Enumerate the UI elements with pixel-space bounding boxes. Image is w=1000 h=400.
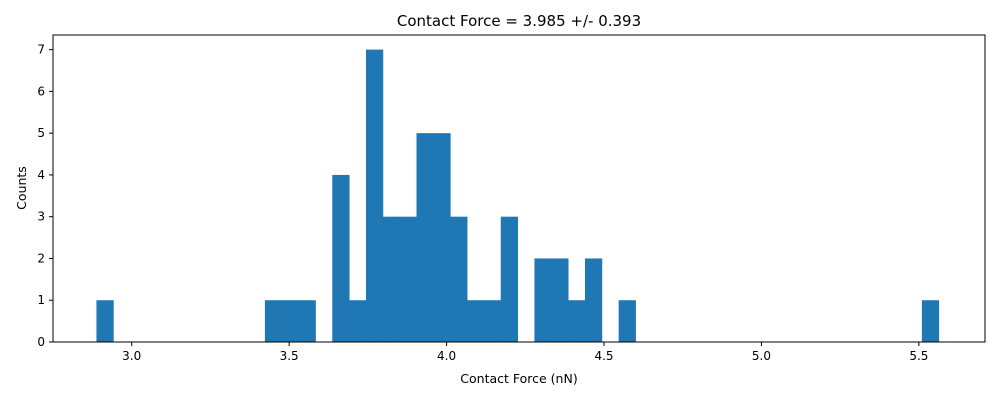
histogram-bar xyxy=(618,300,636,342)
y-axis-label: Counts xyxy=(14,166,29,210)
histogram-bar xyxy=(349,300,367,342)
histogram-bar xyxy=(365,49,384,343)
chart-title: Contact Force = 3.985 +/- 0.393 xyxy=(397,12,641,30)
histogram-bar xyxy=(416,133,434,342)
y-tick-label: 1 xyxy=(37,293,45,307)
y-tick-label: 7 xyxy=(37,43,45,57)
histogram-bar xyxy=(551,258,569,342)
histogram-bar xyxy=(332,174,350,342)
histogram-bar xyxy=(467,300,485,342)
histogram-bar xyxy=(921,300,940,342)
histogram-bar xyxy=(500,216,518,342)
x-tick-label: 3.0 xyxy=(122,349,141,363)
histogram-bar xyxy=(584,258,603,342)
histogram-bar xyxy=(483,300,502,342)
x-tick-label: 5.0 xyxy=(752,349,771,363)
y-tick-label: 3 xyxy=(37,210,45,224)
histogram-bar xyxy=(281,300,299,342)
histogram-bar xyxy=(433,133,451,342)
x-axis-ticks: 3.0 3.5 4.0 4.5 5.0 5.5 xyxy=(122,342,928,363)
y-tick-label: 2 xyxy=(37,251,45,265)
histogram-bar xyxy=(298,300,316,342)
histogram-bar xyxy=(534,258,552,342)
x-tick-label: 4.0 xyxy=(437,349,456,363)
plot-frame xyxy=(52,34,986,343)
y-tick-label: 5 xyxy=(37,126,45,140)
histogram-bar xyxy=(450,216,468,342)
x-axis-label: Contact Force (nN) xyxy=(460,371,577,386)
histogram-bar xyxy=(264,300,283,342)
x-tick-label: 4.5 xyxy=(594,349,613,363)
y-axis-ticks: 0 1 2 3 4 5 6 7 xyxy=(37,43,53,349)
y-tick-label: 0 xyxy=(37,335,45,349)
histogram-bars xyxy=(96,49,940,343)
x-tick-label: 3.5 xyxy=(280,349,299,363)
histogram-bar xyxy=(399,216,417,342)
y-tick-label: 4 xyxy=(37,168,45,182)
histogram-bar xyxy=(568,300,586,342)
y-tick-label: 6 xyxy=(37,84,45,98)
histogram-bar xyxy=(96,300,114,342)
x-tick-label: 5.5 xyxy=(909,349,928,363)
histogram-bar xyxy=(382,216,401,342)
